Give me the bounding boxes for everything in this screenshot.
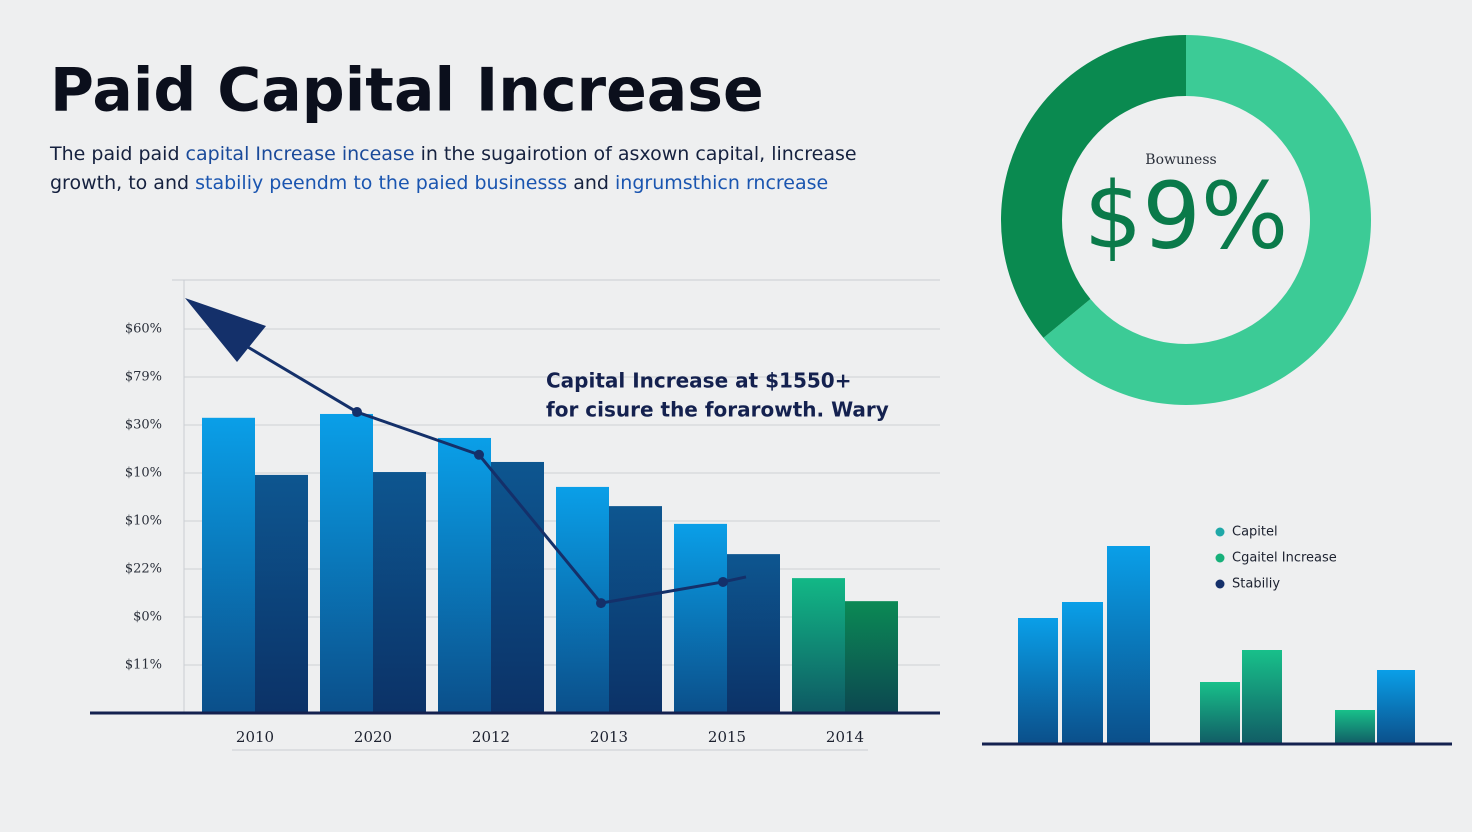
subtitle-line: growth, to and stabiliy peendm to the pa… <box>50 172 828 194</box>
donut-segment <box>1043 35 1372 405</box>
trend-arrow-shaft <box>235 338 358 414</box>
y-tick-label: $79% <box>125 370 162 385</box>
y-tick-label: $11% <box>125 658 162 673</box>
x-tick-label: 2014 <box>826 728 864 746</box>
bar <box>845 601 898 713</box>
y-tick-label: $0% <box>133 610 162 625</box>
small-bar <box>1377 670 1415 744</box>
y-tick-label: $60% <box>125 322 162 337</box>
y-tick-label: $10% <box>125 466 162 481</box>
legend-dot <box>1215 527 1225 537</box>
legend-label: Capitel <box>1232 525 1278 540</box>
bar <box>792 578 845 713</box>
legend-dot <box>1215 579 1225 589</box>
legend-dot <box>1215 553 1225 563</box>
subtitle-segment: in the sugairotion of asxown capital, li… <box>415 143 857 165</box>
donut-segment <box>1001 35 1186 338</box>
subtitle-segment: stabiliy peendm to the paied businesss <box>195 172 567 194</box>
bar <box>202 417 255 713</box>
x-tick-label: 2015 <box>708 728 746 746</box>
bar <box>373 472 426 713</box>
x-tick-label: 2012 <box>472 728 510 746</box>
y-tick-label: $30% <box>125 418 162 433</box>
trend-point <box>596 598 606 609</box>
x-tick-label: 2013 <box>590 728 628 746</box>
bar <box>438 437 491 713</box>
small-bar <box>1107 546 1150 744</box>
subtitle-line: The paid paid capital Increase incease i… <box>49 143 857 165</box>
small-bar <box>1242 650 1282 744</box>
annotation: for cisure the forarowth. Wary <box>546 398 889 422</box>
trend-arrowhead <box>185 298 266 362</box>
title: Paid Capital Increase <box>50 56 764 126</box>
bar <box>609 506 662 713</box>
trend-point <box>474 449 484 460</box>
small-bar <box>1335 710 1375 744</box>
subtitle-segment: capital Increase incease <box>186 143 415 165</box>
small-bar <box>1200 682 1240 744</box>
trend-point <box>718 576 728 587</box>
donut-value: $9% <box>1084 162 1288 269</box>
subtitle-segment: The paid paid <box>49 143 186 165</box>
legend-label: Cgaitel Increase <box>1232 551 1337 566</box>
small-bar <box>1062 602 1103 744</box>
subtitle-segment: ingrumsthicn rncrease <box>615 172 828 194</box>
x-tick-label: 2010 <box>236 728 274 746</box>
bar <box>255 474 308 713</box>
trend-point <box>352 407 362 418</box>
y-tick-label: $10% <box>125 514 162 529</box>
x-tick-label: 2020 <box>354 728 392 746</box>
bar <box>674 523 727 713</box>
donut-label: Bowuness <box>1145 152 1216 168</box>
y-tick-label: $22% <box>125 562 162 577</box>
subtitle-segment: growth, to and <box>50 172 195 194</box>
small-bar <box>1018 618 1058 744</box>
bar <box>320 413 373 713</box>
subtitle-segment: and <box>567 172 615 194</box>
annotation: Capital Increase at $1550+ <box>546 369 851 393</box>
legend-label: Stabiliy <box>1232 577 1280 592</box>
